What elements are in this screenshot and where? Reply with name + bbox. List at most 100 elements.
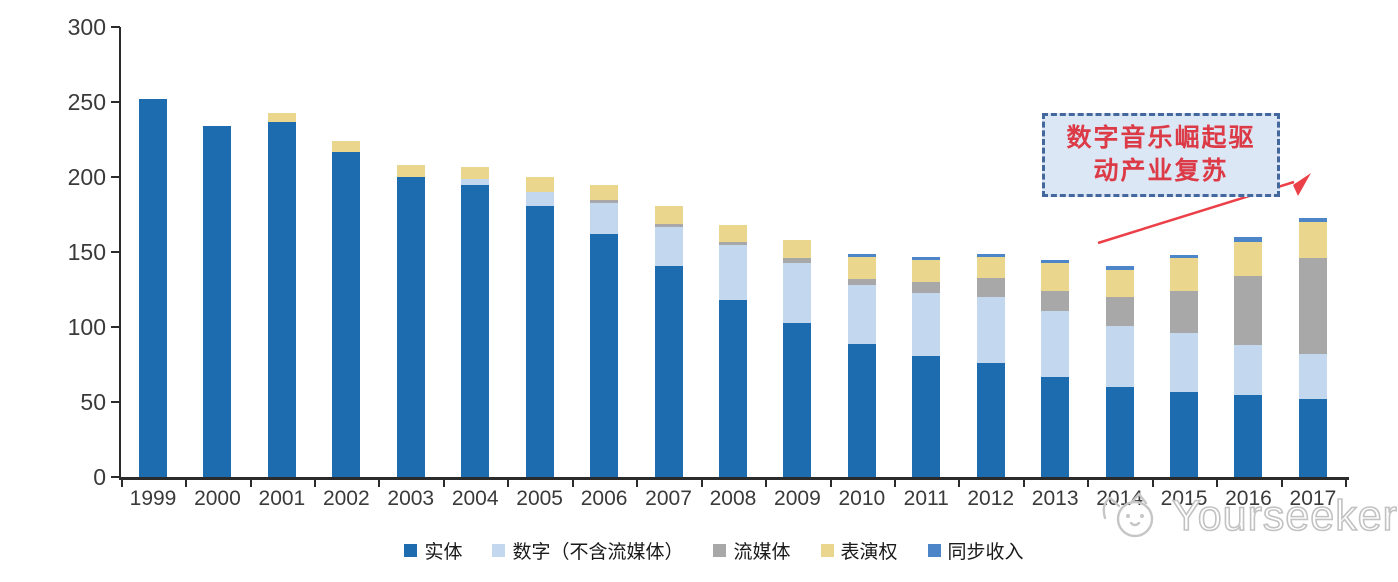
y-axis-tick bbox=[111, 26, 120, 28]
x-axis-tick bbox=[765, 479, 768, 487]
bar-segment bbox=[1298, 222, 1327, 258]
bar-segment bbox=[976, 363, 1005, 477]
x-axis-tick-label: 2005 bbox=[516, 487, 563, 510]
x-axis-tick-label: 2009 bbox=[774, 487, 821, 510]
y-axis-tick bbox=[111, 101, 120, 103]
bar-segment bbox=[139, 99, 167, 477]
bar-segment bbox=[1105, 297, 1134, 326]
bar-segment bbox=[1170, 333, 1199, 392]
legend-swatch bbox=[927, 544, 941, 557]
x-axis-tick bbox=[1022, 479, 1025, 487]
legend-swatch bbox=[820, 544, 834, 557]
bar-segment bbox=[1170, 258, 1199, 291]
x-axis-tick-label: 2003 bbox=[387, 487, 435, 510]
bar-segment bbox=[654, 223, 683, 227]
bar-segment bbox=[654, 226, 683, 266]
y-axis-line bbox=[119, 27, 121, 479]
bar-segment bbox=[461, 184, 490, 477]
bar-segment bbox=[590, 184, 619, 200]
legend-item-label: 数字（不含流媒体） bbox=[512, 542, 684, 563]
x-axis-tick-label: 2007 bbox=[645, 487, 692, 510]
bar-segment bbox=[912, 256, 941, 260]
y-axis-tick-label: 50 bbox=[80, 389, 106, 415]
bar-segment bbox=[1105, 270, 1134, 297]
bar-segment bbox=[654, 205, 683, 224]
x-axis-tick bbox=[185, 479, 188, 487]
bar-segment bbox=[976, 256, 1005, 278]
legend-swatch bbox=[713, 544, 727, 557]
x-axis-tick-label: 2004 bbox=[451, 487, 499, 510]
bar-segment bbox=[1105, 387, 1134, 477]
bar-segment bbox=[718, 241, 747, 245]
bar-segment bbox=[847, 279, 876, 285]
y-axis-tick-label: 250 bbox=[67, 89, 106, 115]
bar-segment bbox=[1298, 354, 1327, 399]
bar-segment bbox=[1234, 345, 1263, 395]
bar-segment bbox=[267, 121, 296, 477]
y-axis-tick bbox=[111, 251, 120, 253]
y-axis-tick bbox=[111, 476, 120, 478]
bar-segment bbox=[332, 141, 361, 152]
bar-segment bbox=[1105, 325, 1134, 387]
legend-item-label: 同步收入 bbox=[947, 542, 1024, 563]
bar-segment bbox=[396, 177, 425, 477]
bar-segment bbox=[847, 343, 876, 477]
bar-segment bbox=[590, 199, 619, 203]
bar-segment bbox=[1234, 237, 1263, 242]
x-axis-tick bbox=[507, 479, 510, 487]
bar-segment bbox=[1041, 259, 1070, 263]
bar-segment bbox=[1041, 291, 1070, 311]
x-axis-tick-label: 2014 bbox=[1096, 487, 1143, 510]
bar-segment bbox=[912, 259, 941, 282]
bar-segment bbox=[1234, 276, 1263, 345]
annotation-callout: 数字音乐崛起驱 动产业复苏 bbox=[1042, 113, 1280, 197]
bar-segment bbox=[847, 285, 876, 344]
x-axis-tick bbox=[958, 479, 961, 487]
bar-segment bbox=[718, 225, 747, 242]
x-axis-tick bbox=[378, 479, 381, 487]
bar-segment bbox=[976, 297, 1005, 363]
bar-segment bbox=[847, 253, 876, 257]
bar-segment bbox=[718, 244, 747, 300]
x-axis-tick-label: 2012 bbox=[967, 487, 1015, 510]
y-axis-tick-label: 100 bbox=[67, 314, 106, 340]
bar-segment bbox=[783, 262, 812, 323]
bar-segment bbox=[461, 178, 490, 185]
bar-segment bbox=[976, 277, 1005, 297]
legend-item-label: 表演权 bbox=[840, 542, 898, 563]
y-axis-tick-label: 150 bbox=[67, 239, 106, 265]
annotation-line1: 数字音乐崛起驱 bbox=[1066, 124, 1256, 152]
x-axis-tick-label: 1999 bbox=[129, 487, 177, 510]
bar-segment bbox=[912, 292, 941, 356]
watermark: Yourseeker bbox=[1098, 490, 1398, 541]
bar-segment bbox=[1170, 255, 1199, 258]
bar-segment bbox=[525, 177, 554, 192]
x-axis-tick-label: 2017 bbox=[1289, 487, 1337, 510]
bar-segment bbox=[1041, 376, 1070, 477]
x-axis-tick bbox=[829, 479, 832, 487]
bar-segment bbox=[1234, 241, 1263, 276]
bar-segment bbox=[1298, 217, 1327, 222]
bar-segment bbox=[396, 165, 425, 177]
bar-segment bbox=[1041, 310, 1070, 377]
bar-segment bbox=[847, 256, 876, 279]
bar-segment bbox=[461, 166, 490, 179]
x-axis-tick-label: 2011 bbox=[903, 487, 949, 510]
bar-segment bbox=[912, 282, 941, 293]
bar-segment bbox=[718, 300, 747, 477]
y-axis-tick-label: 0 bbox=[93, 464, 106, 490]
bar-segment bbox=[1298, 258, 1327, 354]
x-axis-tick-label: 2008 bbox=[709, 487, 757, 510]
y-axis-tick bbox=[111, 401, 120, 403]
x-axis-tick-label: 2015 bbox=[1160, 487, 1208, 510]
x-axis-tick bbox=[571, 479, 574, 487]
bar-segment bbox=[1234, 394, 1263, 477]
x-axis-tick bbox=[636, 479, 639, 487]
bar-segment bbox=[654, 265, 683, 477]
legend-item-label: 流媒体 bbox=[733, 542, 791, 563]
bar-segment bbox=[332, 151, 361, 477]
legend-item: 表演权 bbox=[820, 537, 898, 564]
bar-segment bbox=[1105, 265, 1134, 270]
x-axis-tick bbox=[1216, 479, 1219, 487]
x-axis-tick bbox=[893, 479, 896, 487]
